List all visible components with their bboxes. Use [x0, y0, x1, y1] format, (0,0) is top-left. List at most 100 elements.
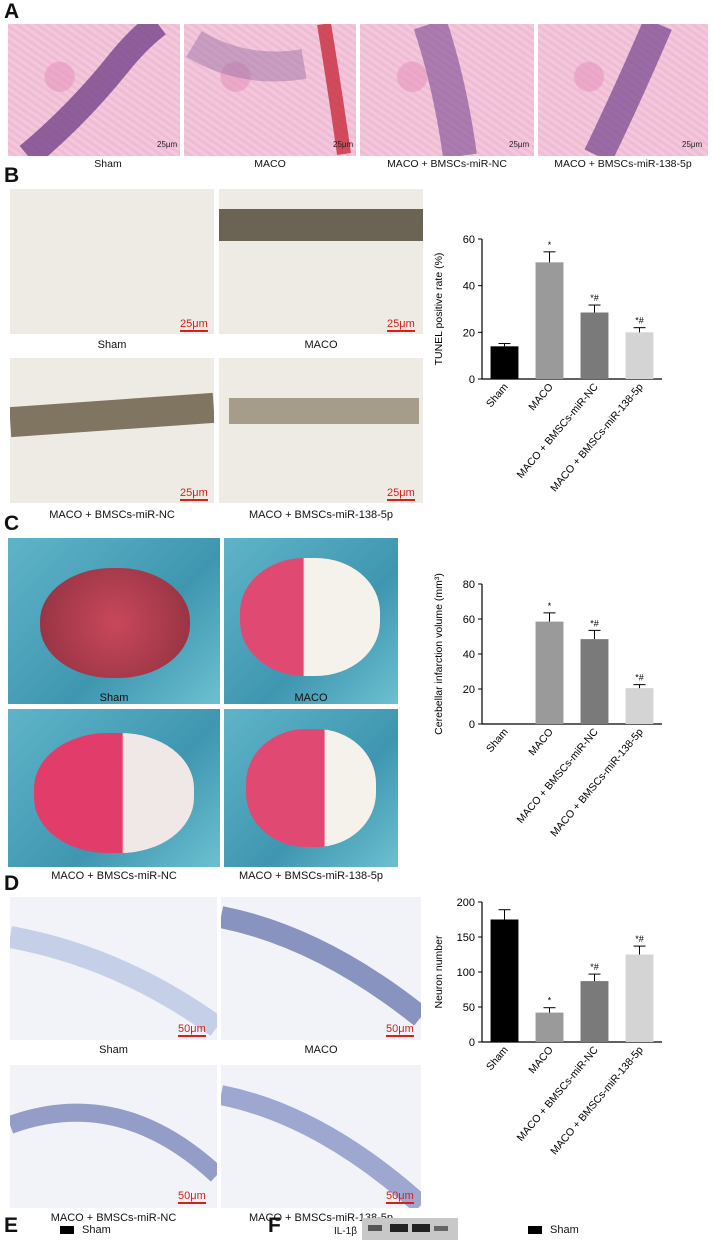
y-tick-label: 200	[457, 897, 475, 909]
bar-2	[580, 981, 609, 1042]
significance-mark: *#	[635, 673, 644, 683]
legend-f-swatch	[528, 1226, 542, 1235]
brain-slice-sham	[40, 568, 190, 678]
bar-3	[625, 332, 654, 379]
blot-band-1	[368, 1225, 382, 1231]
caption-b-miR-138: MACO + BMSCs-miR-138-5p	[249, 509, 393, 521]
caption-c-maco: MACO	[294, 692, 328, 704]
significance-mark: *	[548, 601, 552, 611]
tunel-image-maco	[219, 189, 423, 334]
y-tick-label: 0	[469, 1037, 475, 1049]
x-tick-label: Sham	[484, 726, 511, 755]
blot-band-3	[412, 1224, 430, 1232]
significance-mark: *	[548, 996, 552, 1006]
blot-band-4	[434, 1226, 448, 1231]
x-tick-label: MACO + BMSCs-miR-NC	[515, 726, 602, 826]
y-tick-label: 0	[469, 374, 475, 386]
he-image-sham	[8, 24, 180, 156]
bar-0	[490, 919, 519, 1042]
significance-mark: *#	[590, 293, 599, 303]
bar-2	[580, 312, 609, 379]
x-tick-label: MACO + BMSCs-miR-138-5p	[548, 726, 646, 839]
scale-a1: 25μm	[157, 140, 178, 149]
caption-d-miR-138: MACO + BMSCs-miR-138-5p	[249, 1212, 393, 1224]
x-tick-label: MACO	[526, 726, 555, 758]
he-image-miR-138	[538, 24, 708, 156]
panel-f-label: F	[268, 1214, 281, 1237]
tunel-band-miR-138	[229, 398, 419, 424]
y-tick-label: 20	[463, 684, 475, 696]
nissl-image-maco	[221, 897, 421, 1040]
brain-slice-miR-NC	[34, 733, 194, 853]
nissl-band-maco	[221, 906, 421, 1026]
bar-1	[535, 1012, 564, 1042]
tunel-image-sham	[10, 189, 214, 334]
scale-b4: 25μm	[387, 487, 415, 501]
caption-d-sham: Sham	[99, 1044, 128, 1056]
x-tick-label: Sham	[484, 1044, 511, 1073]
caption-b-miR-NC: MACO + BMSCs-miR-NC	[49, 509, 175, 521]
nissl-image-miR-NC	[10, 1065, 217, 1208]
scale-d3: 50μm	[178, 1190, 206, 1204]
x-tick-label: Sham	[484, 381, 511, 410]
panel-e-label: E	[4, 1214, 19, 1237]
he-image-maco	[184, 24, 356, 156]
scale-a3: 25μm	[509, 140, 530, 149]
x-tick-label: MACO + BMSCs-miR-138-5p	[548, 381, 646, 494]
bar-1	[535, 262, 564, 379]
nissl-image-miR-138	[221, 1065, 421, 1208]
bar-3	[625, 954, 654, 1042]
caption-c-miR-138: MACO + BMSCs-miR-138-5p	[239, 870, 383, 882]
legend-f-label: Sham	[550, 1224, 579, 1236]
y-tick-label: 80	[463, 579, 475, 591]
scale-b2: 25μm	[387, 318, 415, 332]
blot-label-il1b: IL-1β	[334, 1226, 357, 1237]
x-tick-label: MACO + BMSCs-miR-NC	[515, 381, 602, 481]
bar-1	[535, 621, 564, 724]
significance-mark: *#	[590, 618, 599, 628]
significance-mark: *#	[635, 934, 644, 944]
caption-d-maco: MACO	[304, 1044, 338, 1056]
legend-f: Sham	[528, 1224, 579, 1236]
y-axis-label: Cerebellar infarction volume (mm³)	[433, 573, 445, 735]
tunel-image-miR-NC	[10, 358, 214, 503]
y-tick-label: 100	[457, 967, 475, 979]
panel-c-label: C	[4, 512, 20, 535]
y-tick-label: 60	[463, 614, 475, 626]
western-blot-il1b	[362, 1218, 458, 1240]
ttc-image-maco	[224, 538, 398, 704]
x-tick-label: MACO + BMSCs-miR-NC	[515, 1044, 602, 1144]
panel-d-label: D	[4, 872, 20, 895]
x-tick-label: MACO	[526, 1044, 555, 1076]
brain-slice-miR-138	[246, 729, 376, 847]
nissl-image-sham	[10, 897, 217, 1040]
chart-tunel: 0 20 40 60 TUNEL positive rate (%) Sham * MACO *…	[433, 234, 662, 494]
x-tick-label: MACO + BMSCs-miR-138-5p	[548, 1044, 646, 1157]
y-tick-label: 50	[463, 1002, 475, 1014]
brain-slice-maco	[240, 558, 380, 676]
bar-2	[580, 639, 609, 724]
he-cells-miR-138	[584, 24, 672, 156]
tunel-band-maco	[219, 209, 423, 241]
significance-mark: *#	[590, 962, 599, 972]
ttc-image-miR-138	[224, 709, 398, 867]
chart-infarction: 0 20 40 60 80 Cerebellar infarction volume (m…	[433, 573, 662, 839]
nissl-band-miR-138	[221, 1085, 421, 1208]
caption-c-miR-NC: MACO + BMSCs-miR-NC	[51, 870, 177, 882]
panel-b-label: B	[4, 164, 20, 187]
y-tick-label: 150	[457, 932, 475, 944]
legend-e-label: Sham	[82, 1224, 111, 1236]
nissl-band-miR-NC	[10, 1103, 217, 1182]
caption-a-sham: Sham	[94, 158, 122, 170]
caption-b-maco: MACO	[304, 339, 338, 351]
y-tick-label: 40	[463, 281, 475, 293]
y-axis-label: TUNEL positive rate (%)	[433, 253, 445, 366]
scale-d4: 50μm	[386, 1190, 414, 1204]
scale-a4: 25μm	[682, 140, 703, 149]
y-tick-label: 0	[469, 719, 475, 731]
caption-c-sham: Sham	[99, 692, 129, 704]
caption-a-miR-138: MACO + BMSCs-miR-138-5p	[554, 158, 692, 170]
scale-b3: 25μm	[180, 487, 208, 501]
caption-a-miR-NC: MACO + BMSCs-miR-NC	[387, 158, 507, 170]
scale-a2: 25μm	[333, 140, 354, 149]
